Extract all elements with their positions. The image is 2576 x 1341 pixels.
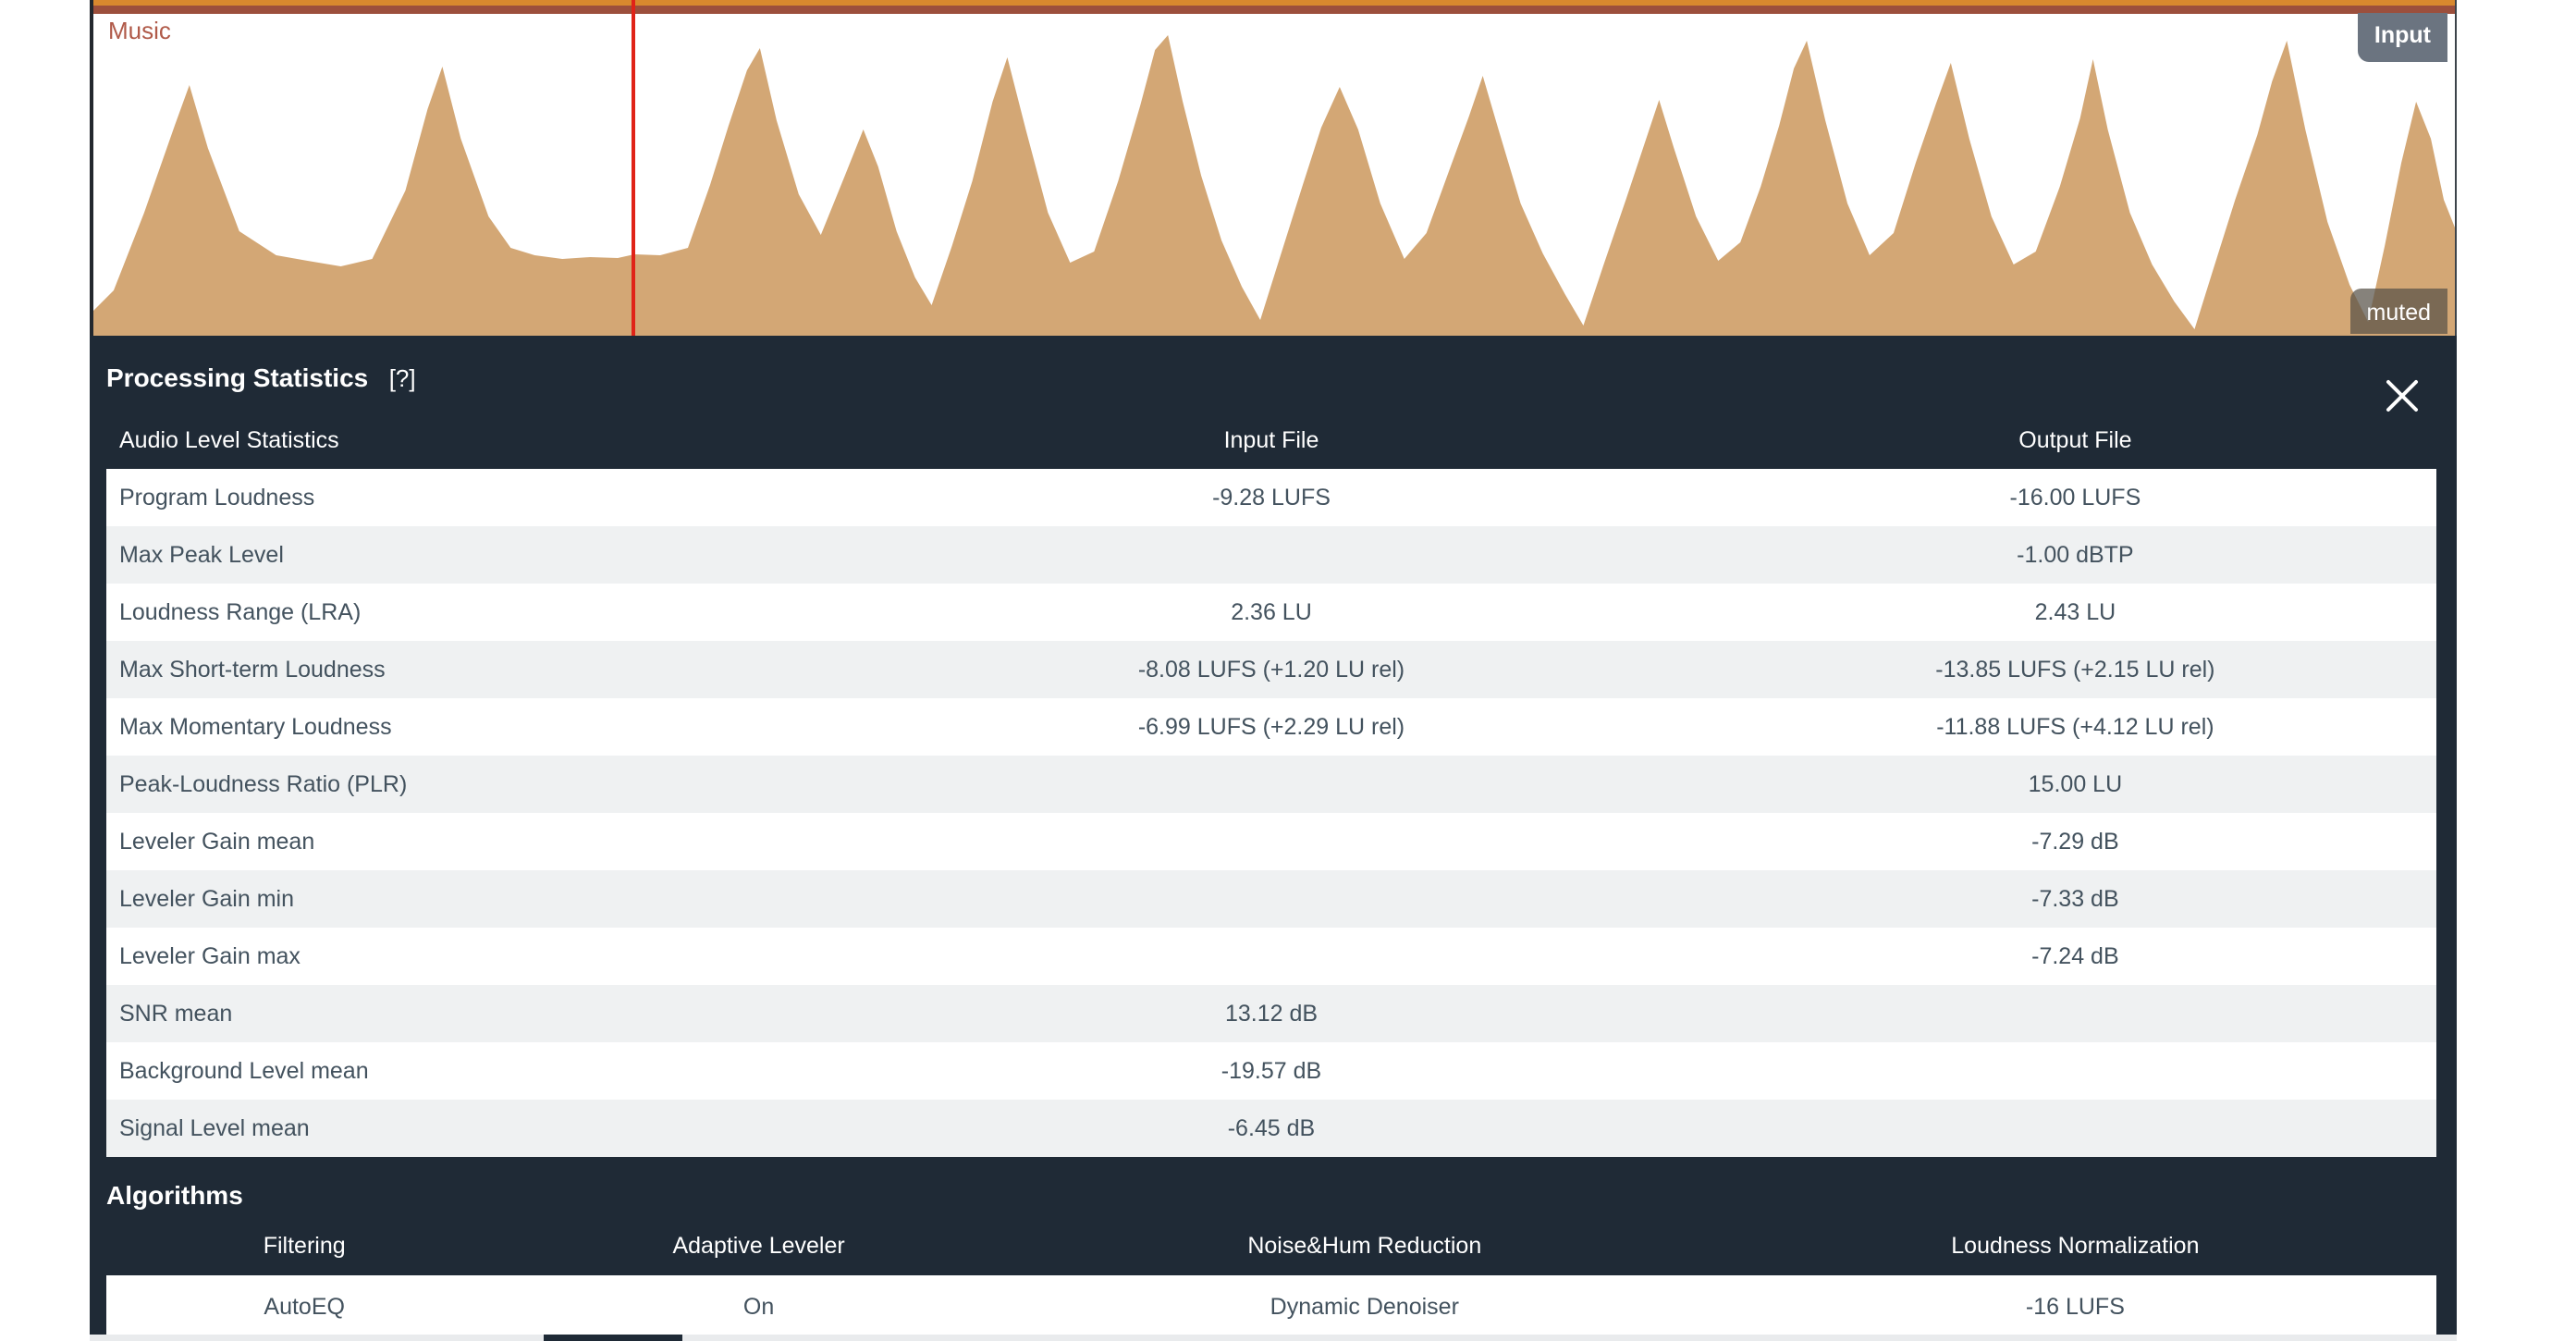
algorithms-title: Algorithms xyxy=(106,1181,243,1210)
algo-value-row: AutoEQ On Dynamic Denoiser -16 LUFS xyxy=(106,1275,2436,1338)
algo-value-cell: Dynamic Denoiser xyxy=(1014,1275,1714,1338)
stats-cell-input: -6.45 dB xyxy=(1227,1114,1316,1141)
stats-cell-input xyxy=(828,813,1714,870)
processing-statistics-panel: Processing Statistics [?] Audio Level St… xyxy=(90,336,2457,1338)
stats-row: Peak-Loudness Ratio (PLR) 15.00 LU xyxy=(106,756,2436,813)
panel-title: Processing Statistics xyxy=(106,363,369,392)
stats-row: Program Loudness -9.28 LUFS -16.00 LUFS xyxy=(106,469,2436,526)
stats-cell-label: Max Momentary Loudness xyxy=(119,713,392,740)
stats-cell-label: Leveler Gain mean xyxy=(119,828,315,855)
player-top-border-bar xyxy=(93,6,2455,14)
stats-cell-output: -7.24 dB xyxy=(2031,942,2119,969)
stats-cell-input: -19.57 dB xyxy=(1221,1057,1322,1084)
help-link[interactable]: [?] xyxy=(388,364,416,392)
stats-header-input-file: Input File xyxy=(1223,426,1319,453)
stats-cell-output xyxy=(1714,985,2436,1042)
stats-cell-input xyxy=(828,526,1714,584)
close-button[interactable] xyxy=(2383,376,2422,415)
stats-cell-label: Leveler Gain max xyxy=(119,942,301,969)
panel-header: Processing Statistics [?] xyxy=(106,363,2438,412)
stats-cell-label: Max Peak Level xyxy=(119,541,284,568)
stats-row: Background Level mean -19.57 dB xyxy=(106,1042,2436,1100)
stats-cell-label: Max Short-term Loudness xyxy=(119,656,386,683)
stats-cell-input: -8.08 LUFS (+1.20 LU rel) xyxy=(1137,656,1405,683)
stats-row: Max Peak Level -1.00 dBTP xyxy=(106,526,2436,584)
stats-row: Leveler Gain mean -7.29 dB xyxy=(106,813,2436,870)
input-badge[interactable]: Input xyxy=(2357,13,2447,62)
stats-cell-output: -7.33 dB xyxy=(2031,885,2119,912)
stats-cell-output xyxy=(1714,1042,2436,1100)
stats-row: Leveler Gain max -7.24 dB xyxy=(106,928,2436,985)
algo-header-row: Filtering Adaptive Leveler Noise&Hum Reduc… xyxy=(106,1216,2436,1275)
stats-header-section: Audio Level Statistics xyxy=(119,426,339,453)
stats-row: Signal Level mean -6.45 dB xyxy=(106,1100,2436,1157)
stats-row: Max Momentary Loudness -6.99 LUFS (+2.29 … xyxy=(106,698,2436,756)
algo-header-cell: Noise&Hum Reduction xyxy=(1247,1232,1482,1259)
stats-cell-input: -9.28 LUFS xyxy=(1212,484,1331,511)
stats-cell-output: -11.88 LUFS (+4.12 LU rel) xyxy=(1936,713,2214,740)
algorithms-table: Filtering Adaptive Leveler Noise&Hum Reduc… xyxy=(106,1216,2436,1338)
audio-player: Music Input muted xyxy=(90,0,2457,336)
waveform-area xyxy=(93,35,2455,336)
track-label: Music xyxy=(108,17,171,44)
stats-cell-output xyxy=(1714,1100,2436,1157)
muted-badge[interactable]: muted xyxy=(2349,289,2447,334)
stats-cell-output: -1.00 dBTP xyxy=(2017,541,2134,568)
stats-cell-output: -16.00 LUFS xyxy=(2009,484,2141,511)
player-top-accent-bar xyxy=(93,0,2455,6)
algo-value-cell: On xyxy=(502,1275,1015,1338)
stats-cell-label: Signal Level mean xyxy=(119,1114,310,1141)
algo-header-cell: Adaptive Leveler xyxy=(672,1232,845,1259)
stats-cell-input xyxy=(828,756,1714,813)
stats-cell-label: Program Loudness xyxy=(119,484,315,511)
stats-cell-output: -13.85 LUFS (+2.15 LU rel) xyxy=(1935,656,2215,683)
stats-cell-input: 13.12 dB xyxy=(1224,1000,1319,1027)
page-bottom-strip xyxy=(90,1335,2457,1341)
stats-row: SNR mean 13.12 dB xyxy=(106,985,2436,1042)
stats-header-output-file: Output File xyxy=(2018,426,2132,453)
waveform[interactable] xyxy=(93,17,2455,336)
algo-header-cell: Filtering xyxy=(263,1232,346,1259)
stats-cell-label: Peak-Loudness Ratio (PLR) xyxy=(119,770,408,797)
algo-header-cell: Loudness Normalization xyxy=(1951,1232,2200,1259)
stats-cell-input: -6.99 LUFS (+2.29 LU rel) xyxy=(1137,713,1405,740)
playhead-cursor[interactable] xyxy=(632,0,635,336)
stats-table-body: Program Loudness -9.28 LUFS -16.00 LUFS Max… xyxy=(106,469,2436,1157)
stats-cell-input xyxy=(828,870,1714,928)
stats-row: Loudness Range (LRA) 2.36 LU 2.43 LU xyxy=(106,584,2436,641)
audio-level-statistics-table: Audio Level Statistics Input File Output… xyxy=(106,412,2436,1157)
stats-cell-input xyxy=(828,928,1714,985)
stats-cell-label: SNR mean xyxy=(119,1000,233,1027)
stats-cell-output: 15.00 LU xyxy=(2028,770,2123,797)
stats-cell-label: Loudness Range (LRA) xyxy=(119,598,362,625)
stats-cell-input: 2.36 LU xyxy=(1231,598,1312,625)
stats-row: Max Short-term Loudness -8.08 LUFS (+1.20… xyxy=(106,641,2436,698)
close-icon xyxy=(2386,380,2418,412)
stats-header-row: Audio Level Statistics Input File Output… xyxy=(106,412,2436,469)
stats-cell-label: Background Level mean xyxy=(119,1057,369,1084)
algo-value-cell: AutoEQ xyxy=(106,1275,503,1338)
stats-cell-output: 2.43 LU xyxy=(2034,598,2116,625)
algo-value-cell: -16 LUFS xyxy=(1713,1275,2436,1338)
stats-row: Leveler Gain min -7.33 dB xyxy=(106,870,2436,928)
page-background-element xyxy=(544,1335,682,1341)
stats-cell-output: -7.29 dB xyxy=(2031,828,2119,855)
stats-cell-label: Leveler Gain min xyxy=(119,885,294,912)
